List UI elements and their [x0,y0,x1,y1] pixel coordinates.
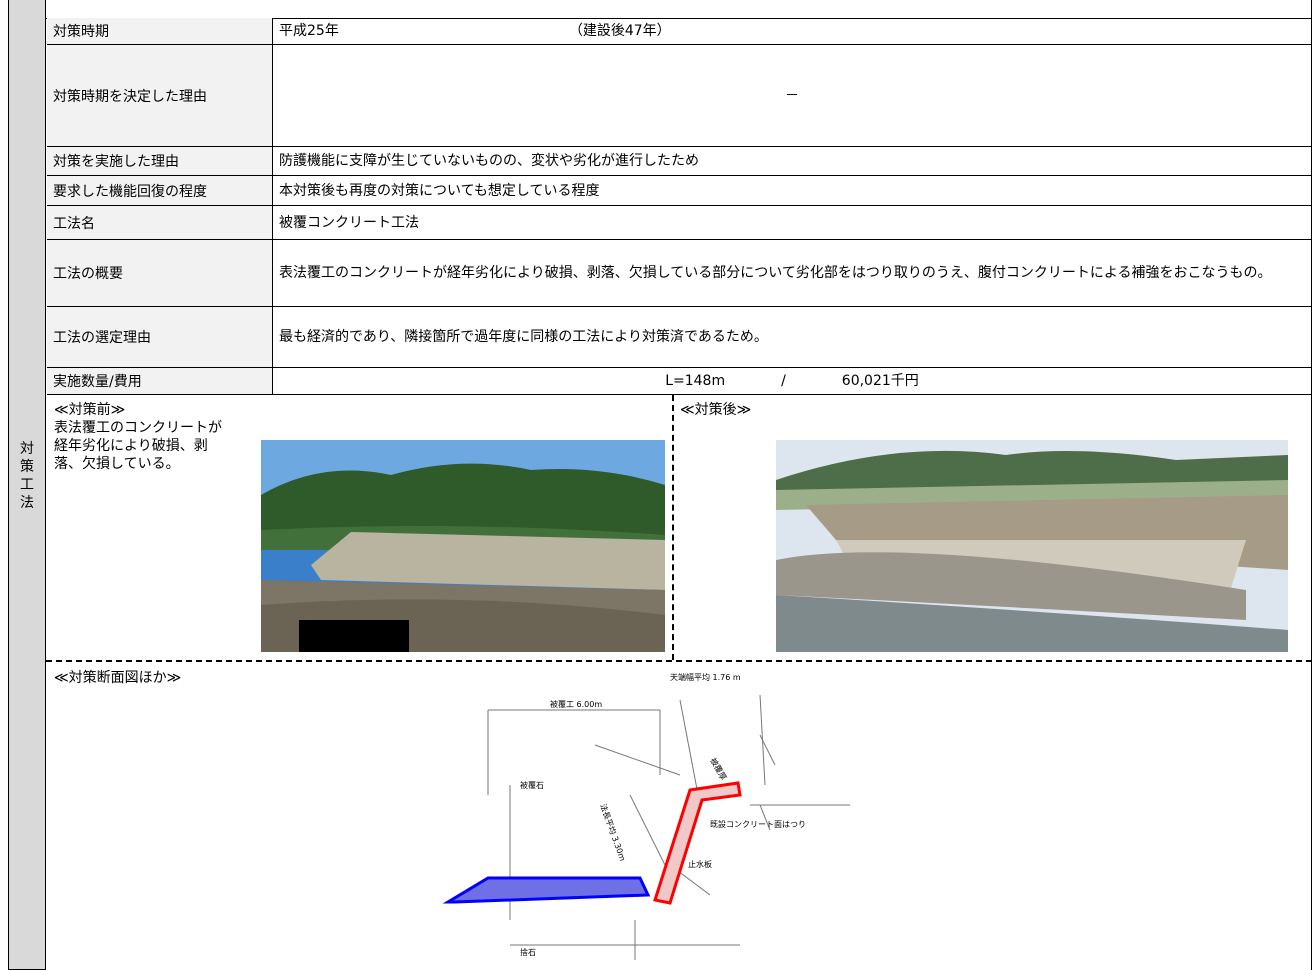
row-label: 工法名 [47,206,273,240]
row-label: 対策時期 [47,18,273,45]
row-label: 対策時期を決定した理由 [47,45,273,147]
value-text: L=148m [665,373,726,389]
diagram-label: 止水板 [688,859,712,869]
row-value: 本対策後も再度の対策についても想定している程度 [273,176,1312,206]
row-value: 被覆コンクリート工法 [273,206,1312,240]
photo-before [261,440,665,652]
row-value: 表法覆工のコンクリートが経年劣化により破損、剥落、欠損している部分について劣化部… [273,240,1312,307]
divider [672,395,674,660]
row-value: － [273,45,1312,147]
diagram-label: 捨石 [520,947,536,957]
row-label: 要求した機能回復の程度 [47,176,273,206]
value-text: 防護機能に支障が生じていないものの、変状や劣化が進行したため [279,153,699,169]
diagram-label: 被覆石 [520,780,544,790]
photo-note: 表法覆工のコンクリートが経年劣化により破損、剥落、欠損している。 [54,420,222,472]
value-text: 平成25年 [279,23,339,39]
diagram-label: 既設コンクリート面はつり [710,819,806,829]
row-value: L=148m / 60,021千円 [273,368,1312,395]
section-diagram: 天端幅平均 1.76 m 被覆工 6.00m 被覆石 法長平均 3.30m 被覆… [442,672,850,960]
row-label: 実施数量/費用 [47,368,273,395]
value-text: 本対策後も再度の対策についても想定している程度 [279,182,600,199]
side-label: 対策工法 [20,441,34,511]
caption: ≪対策前≫ [54,402,126,418]
photo-area: ≪対策前≫ 表法覆工のコンクリートが経年劣化により破損、剥落、欠損している。 ≪… [46,395,1312,660]
value-text: 最も経済的であり、隣接箇所で過年度に同様の工法により対策済であるため。 [279,329,768,345]
diagram-label: 被覆厚 [708,756,729,782]
divider [46,660,1312,662]
value-text: － [785,87,799,104]
row-label: 対策を実施した理由 [47,147,273,176]
side-column [8,0,46,970]
diagram-label: 被覆工 6.00m [550,699,602,709]
diagram-label: 法長平均 3.30m [598,802,628,862]
rule [46,18,1312,19]
row-label: 工法の選定理由 [47,307,273,368]
diagram-label: 天端幅平均 1.76 m [670,672,741,682]
value-text: 表法覆工のコンクリートが経年劣化により破損、剥落、欠損している部分について劣化部… [279,265,1272,281]
row-value: 防護機能に支障が生じていないものの、変状や劣化が進行したため [273,147,1312,176]
row-value: 最も経済的であり、隣接箇所で過年度に同様の工法により対策済であるため。 [273,307,1312,368]
value-text: （建設後47年） [568,23,671,39]
caption: ≪対策断面図ほか≫ [54,670,182,686]
caption: ≪対策後≫ [680,402,752,418]
row-value: 平成25年 （建設後47年） [273,18,1312,45]
photo-after [776,440,1288,652]
value-text: 被覆コンクリート工法 [279,214,419,231]
frame [1311,0,1312,970]
value-text: 60,021千円 [841,373,919,389]
row-label: 工法の概要 [47,240,273,307]
value-text: / [781,373,786,389]
